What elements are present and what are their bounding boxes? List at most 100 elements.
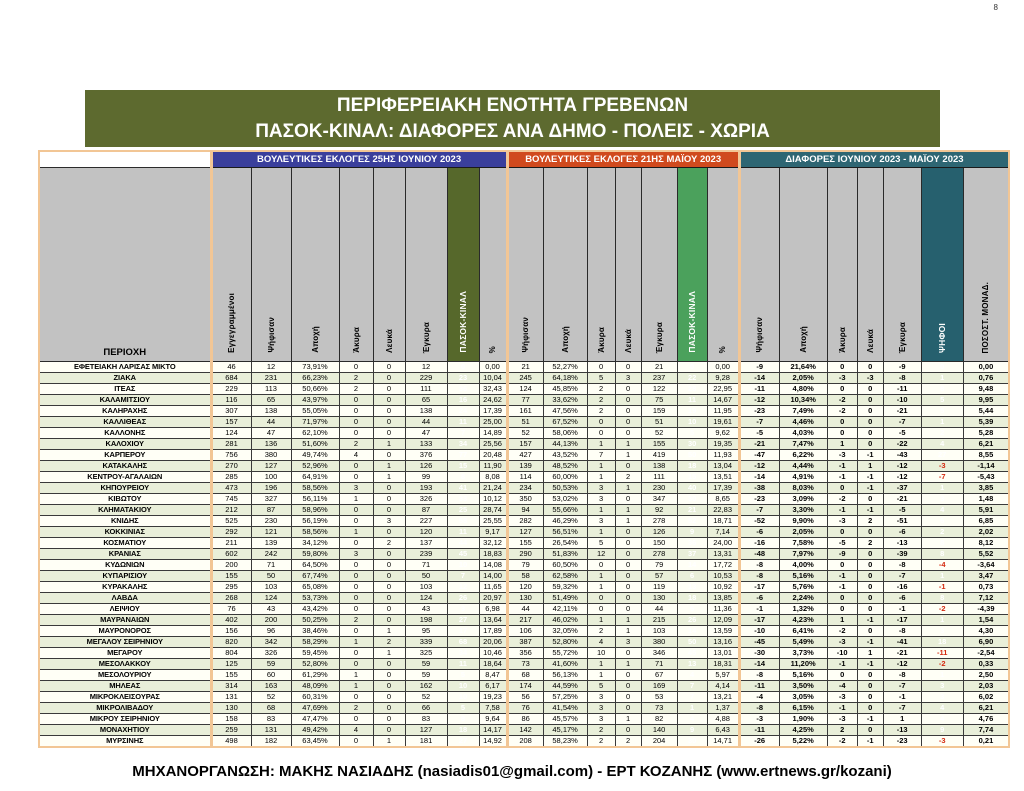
cell-may-6: 45	[676, 647, 708, 659]
cell-diff-4: 0	[856, 548, 884, 560]
cell-diff-5: -13	[882, 724, 922, 736]
cell-may-7: 18,31	[706, 658, 740, 670]
cell-diff-7: 6,21	[962, 702, 1010, 714]
cell-diff-5: -6	[882, 526, 922, 538]
table-row: ΙΤΕΑΣ 229 113 50,66% 2 0 111 36 32,43 124 45,85% 2 0…	[38, 383, 1010, 395]
table-row: ΚΑΛΗΡΑΧΗΣ 307 138 55,05% 0 0 138 24 17,39 161 47,5…	[38, 405, 1010, 417]
cell-diff-2: 6,41%	[778, 625, 828, 637]
cell-june-7: 0	[446, 361, 480, 373]
cell-may-3: 12	[586, 548, 616, 560]
cell-june-3: 67,74%	[290, 570, 340, 582]
cell-june-2: 44	[250, 416, 292, 428]
cell-june-8: 20,48	[478, 449, 508, 461]
cell-diff-7: 9,48	[962, 383, 1010, 395]
cell-diff-3: -2	[826, 394, 858, 406]
cell-diff-4: 0	[856, 669, 884, 681]
cell-june-2: 127	[250, 460, 292, 472]
cell-may-1: 120	[505, 581, 544, 593]
cell-diff-5: -8	[882, 669, 922, 681]
cell-may-2: 56,51%	[542, 526, 588, 538]
column-header-may-6: ΠΑΣΟΚ-ΚΙΝΑΛ	[676, 167, 708, 362]
cell-may-1: 217	[505, 614, 544, 626]
cell-june-7: 3	[446, 603, 480, 615]
cell-june-6: 59	[404, 658, 448, 670]
cell-june-3: 53,73%	[290, 592, 340, 604]
cell-may-3: 1	[586, 658, 616, 670]
cell-may-7: 4,88	[706, 713, 740, 725]
cell-june-4: 2	[338, 702, 374, 714]
cell-june-8: 25,00	[478, 416, 508, 428]
cell-may-7: 13,31	[706, 548, 740, 560]
cell-may-4: 0	[614, 559, 642, 571]
cell-june-1: 314	[209, 680, 252, 692]
cell-diff-3: -4	[826, 680, 858, 692]
cell-diff-2: 8,03%	[778, 482, 828, 494]
cell-june-7: 44	[446, 537, 480, 549]
cell-june-2: 52	[250, 691, 292, 703]
area-name: ΚΡΑΝΙΑΣ	[38, 548, 212, 560]
cell-june-6: 95	[404, 625, 448, 637]
cell-may-6: 18	[676, 460, 708, 472]
cell-june-6: 12	[404, 361, 448, 373]
cell-diff-6: 4	[920, 504, 964, 516]
cell-june-7: 36	[446, 383, 480, 395]
column-header-may-2: Αποχή	[542, 167, 588, 362]
cell-june-6: 103	[404, 581, 448, 593]
cell-may-5: 346	[640, 647, 678, 659]
cell-may-4: 1	[614, 438, 642, 450]
column-header-may-5-label: Έγκυρα	[654, 321, 664, 353]
cell-diff-5: -21	[882, 405, 922, 417]
cell-june-4: 0	[338, 537, 374, 549]
cell-diff-5: -8	[882, 372, 922, 384]
column-header-diff-3: Άκυρα	[826, 167, 858, 362]
cell-diff-1: -38	[737, 482, 780, 494]
cell-diff-7: 6,02	[962, 691, 1010, 703]
cell-diff-1: -8	[737, 570, 780, 582]
cell-june-4: 0	[338, 471, 374, 483]
cell-diff-3: 0	[826, 383, 858, 395]
cell-may-2: 48,52%	[542, 460, 588, 472]
cell-may-4: 1	[614, 713, 642, 725]
cell-may-2: 55,66%	[542, 504, 588, 516]
cell-june-1: 76	[209, 603, 252, 615]
column-header-may-6-label: ΠΑΣΟΚ-ΚΙΝΑΛ	[687, 291, 698, 353]
cell-may-2: 33,62%	[542, 394, 588, 406]
cell-june-4: 2	[338, 372, 374, 384]
cell-may-2: 67,52%	[542, 416, 588, 428]
cell-diff-1: -47	[737, 449, 780, 461]
cell-diff-6: 1	[920, 669, 964, 681]
cell-diff-2: 6,15%	[778, 702, 828, 714]
cell-may-5: 53	[640, 691, 678, 703]
cell-diff-5: -43	[882, 449, 922, 461]
column-header-june-6: Έγκυρα	[404, 167, 448, 362]
column-header-diff-6: ΨΗΦΟΙ	[920, 167, 964, 362]
cell-may-3: 3	[586, 482, 616, 494]
cell-june-1: 281	[209, 438, 252, 450]
cell-may-3: 0	[586, 592, 616, 604]
cell-diff-2: 7,47%	[778, 438, 828, 450]
cell-diff-2: 5,76%	[778, 581, 828, 593]
cell-may-3: 2	[586, 394, 616, 406]
cell-diff-7: 5,28	[962, 427, 1010, 439]
cell-diff-5: -12	[882, 460, 922, 472]
cell-june-8: 28,74	[478, 504, 508, 516]
cell-may-4: 0	[614, 394, 642, 406]
area-name: ΚΑΛΑΜΙΤΣΙΟΥ	[38, 394, 212, 406]
cell-diff-2: 4,46%	[778, 416, 828, 428]
column-header-diff-2-label: Αποχή	[798, 326, 808, 353]
area-name: ΚΑΛΗΡΑΧΗΣ	[38, 405, 212, 417]
cell-diff-7: 4,30	[962, 625, 1010, 637]
column-header-diff-1-label: Ψήφισαν	[755, 317, 765, 353]
cell-may-3: 3	[586, 691, 616, 703]
cell-diff-4: 0	[856, 581, 884, 593]
cell-may-3: 0	[586, 416, 616, 428]
cell-may-4: 0	[614, 416, 642, 428]
cell-june-8: 20,97	[478, 592, 508, 604]
cell-june-7: 58	[446, 515, 480, 527]
cell-may-1: 142	[505, 724, 544, 736]
cell-may-1: 77	[505, 394, 544, 406]
cell-may-3: 3	[586, 713, 616, 725]
cell-june-6: 198	[404, 614, 448, 626]
cell-diff-1: -14	[737, 471, 780, 483]
cell-may-2: 26,54%	[542, 537, 588, 549]
